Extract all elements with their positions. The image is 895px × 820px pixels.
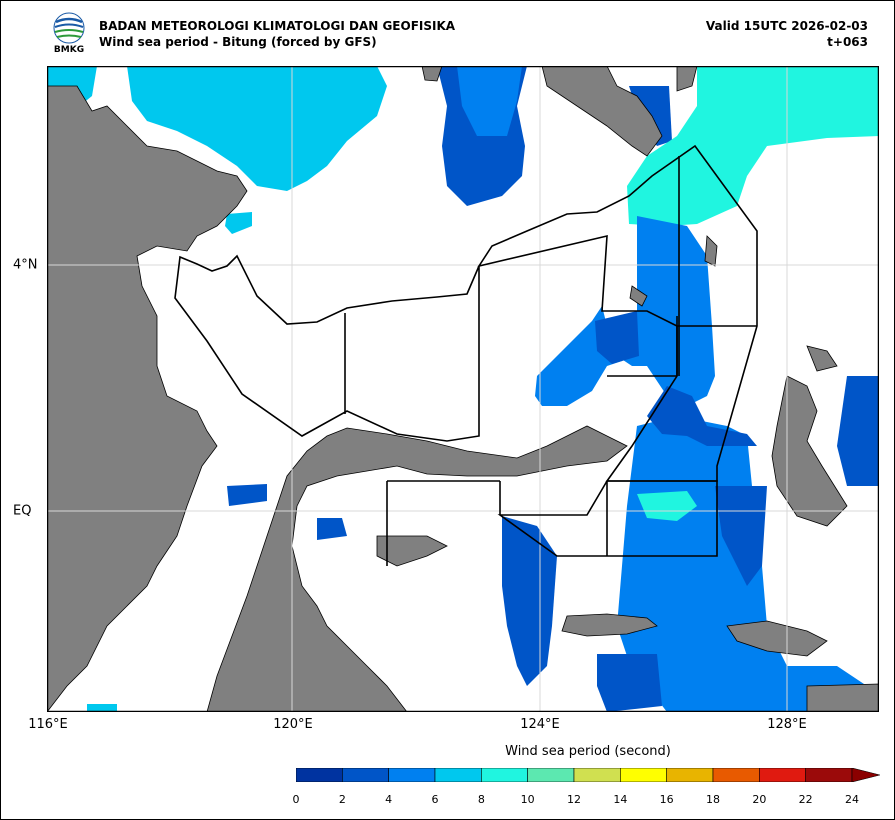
product-title: Wind sea period - Bitung (forced by GFS)	[99, 35, 377, 49]
colorbar-segment	[620, 768, 667, 782]
field-8-10-northeast	[627, 66, 879, 226]
colorbar-label: 8	[477, 793, 485, 806]
logo-text: BMKG	[53, 45, 85, 55]
zone-south	[497, 480, 718, 557]
colorbar-label: 18	[706, 793, 720, 806]
colorbar-label: 20	[752, 793, 767, 806]
colorbar-segment	[434, 768, 482, 782]
sulawesi	[206, 425, 628, 712]
colorbar-segment	[805, 768, 853, 782]
agency-title: BADAN METEOROLOGI KLIMATOLOGI DAN GEOFIS…	[99, 19, 456, 33]
colorbar-segment	[388, 768, 436, 782]
field-6-8-north	[127, 66, 387, 191]
halmahera	[771, 375, 848, 527]
bmkg-logo	[53, 12, 85, 44]
colorbar-extend-arrow	[851, 768, 880, 782]
mindanao	[541, 66, 663, 157]
colorbar-segment	[481, 768, 528, 782]
y-tick-eq: EQ	[13, 503, 32, 519]
x-tick-116e: 116°E	[28, 717, 68, 732]
map-panel	[47, 66, 879, 712]
colorbar-label: 2	[338, 793, 346, 806]
colorbar-title: Wind sea period (second)	[505, 744, 671, 759]
x-tick-124e: 124°E	[520, 717, 560, 732]
colorbar-label: 14	[613, 793, 628, 806]
land	[47, 66, 879, 712]
colorbar-label: 12	[567, 793, 581, 806]
colorbar-label: 16	[659, 793, 674, 806]
valid-time: Valid 15UTC 2026-02-03	[705, 19, 868, 33]
colorbar-segment	[296, 768, 343, 782]
zone-central	[477, 144, 758, 482]
grid	[47, 66, 879, 712]
colorbar-segment	[342, 768, 389, 782]
colorbar-segment	[666, 768, 714, 782]
colorbar-segment	[759, 768, 806, 782]
forecast-zones	[174, 144, 758, 566]
x-tick-120e: 120°E	[273, 717, 313, 732]
field-4-6-east	[535, 216, 715, 406]
colorbar-label: 6	[431, 793, 439, 806]
colorbar	[296, 768, 880, 782]
colorbar-label: 22	[798, 793, 813, 806]
borneo	[47, 85, 248, 712]
colorbar-label: 24	[845, 793, 859, 806]
y-tick-4n: 4°N	[13, 257, 38, 273]
colorbar-label: 10	[520, 793, 535, 806]
colorbar-segment	[527, 768, 575, 782]
colorbar-label: 0	[292, 793, 300, 806]
colorbar-segment	[573, 768, 621, 782]
colorbar-label: 4	[385, 793, 393, 806]
zone-west	[174, 254, 480, 442]
colorbar-segment	[712, 768, 760, 782]
lead-time: t+063	[827, 35, 868, 49]
x-tick-128e: 128°E	[767, 717, 807, 732]
